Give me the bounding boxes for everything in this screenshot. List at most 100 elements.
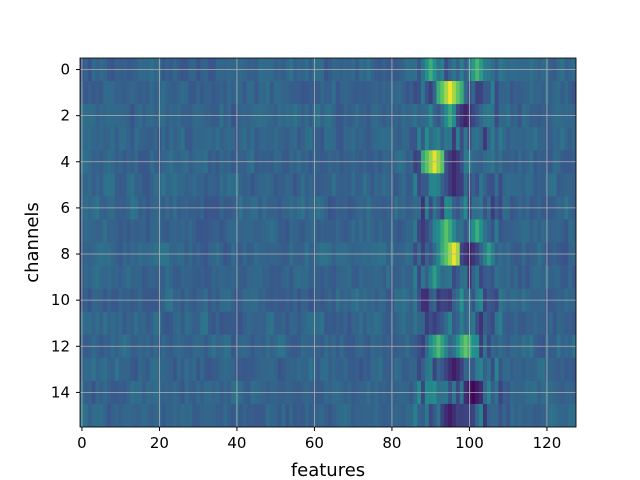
heatmap-cell bbox=[529, 81, 534, 105]
heatmap-cell bbox=[83, 265, 89, 290]
heatmap-cell bbox=[533, 311, 538, 336]
heatmap-cell bbox=[541, 219, 546, 243]
heatmap-cell bbox=[328, 81, 333, 105]
heatmap-cell bbox=[359, 127, 364, 151]
heatmap-cell bbox=[409, 265, 414, 290]
heatmap-cell bbox=[138, 265, 143, 290]
heatmap-cell bbox=[529, 311, 534, 336]
heatmap-cell bbox=[304, 173, 310, 197]
heatmap-cell bbox=[409, 219, 414, 243]
heatmap-cell bbox=[339, 81, 344, 105]
heatmap-cell bbox=[277, 127, 282, 151]
heatmap-cell bbox=[463, 311, 468, 336]
heatmap-cell bbox=[479, 403, 484, 428]
heatmap-cell bbox=[219, 173, 224, 197]
heatmap-cell bbox=[138, 173, 143, 197]
heatmap-cell bbox=[277, 403, 282, 428]
heatmap-cell bbox=[281, 81, 286, 105]
heatmap-cell bbox=[455, 127, 461, 151]
heatmap-cell bbox=[498, 357, 503, 382]
heatmap-cell bbox=[269, 173, 275, 197]
heatmap-cell bbox=[242, 127, 248, 151]
heatmap-cell bbox=[510, 403, 515, 428]
heatmap-cell bbox=[258, 311, 263, 336]
heatmap-cell bbox=[370, 127, 375, 151]
y-tick-label: 6 bbox=[60, 199, 70, 217]
heatmap-cell bbox=[397, 173, 403, 197]
heatmap-cell bbox=[95, 265, 100, 290]
heatmap-cell bbox=[548, 219, 554, 243]
heatmap-cell bbox=[351, 357, 356, 382]
heatmap-cell bbox=[459, 357, 465, 382]
heatmap-cell bbox=[448, 81, 453, 105]
heatmap-cell bbox=[145, 311, 151, 336]
heatmap-cell bbox=[204, 127, 209, 151]
heatmap-cell bbox=[328, 127, 333, 151]
heatmap-cell bbox=[184, 173, 189, 197]
heatmap-cell bbox=[149, 403, 155, 428]
heatmap-cell bbox=[207, 173, 213, 197]
heatmap-cell bbox=[122, 81, 127, 105]
heatmap-cell bbox=[428, 311, 434, 336]
x-axis-label: features bbox=[291, 460, 365, 480]
heatmap-cell bbox=[351, 173, 356, 197]
heatmap-cell bbox=[382, 265, 387, 290]
x-tick-label: 80 bbox=[382, 434, 401, 452]
heatmap-cell bbox=[165, 81, 170, 105]
heatmap-cell bbox=[308, 173, 313, 197]
heatmap-cell bbox=[568, 81, 573, 105]
heatmap-cell bbox=[149, 173, 155, 197]
heatmap-cell bbox=[463, 127, 468, 151]
heatmap-cell bbox=[285, 311, 290, 336]
heatmap-cell bbox=[114, 173, 120, 197]
heatmap-cell bbox=[463, 219, 468, 243]
heatmap-cell bbox=[525, 127, 530, 151]
heatmap-cell bbox=[188, 265, 193, 290]
heatmap-cell bbox=[483, 127, 488, 151]
heatmap-cell bbox=[91, 81, 96, 105]
heatmap-cell bbox=[324, 173, 329, 197]
heatmap-cell bbox=[572, 81, 577, 105]
heatmap-cell bbox=[374, 311, 379, 336]
heatmap-cell bbox=[366, 219, 372, 243]
heatmap-cell bbox=[370, 219, 375, 243]
heatmap-cell bbox=[506, 311, 511, 336]
heatmap-cell bbox=[560, 265, 565, 290]
heatmap-cell bbox=[103, 357, 108, 382]
heatmap-cell bbox=[572, 403, 577, 428]
heatmap-cell bbox=[428, 173, 434, 197]
heatmap-cell bbox=[258, 127, 263, 151]
heatmap-cell bbox=[463, 357, 468, 382]
heatmap-cell bbox=[289, 127, 294, 151]
heatmap-cell bbox=[440, 219, 445, 243]
heatmap-cell bbox=[560, 173, 565, 197]
heatmap-cell bbox=[421, 219, 426, 243]
heatmap-cell bbox=[452, 127, 457, 151]
heatmap-cell bbox=[161, 403, 166, 428]
heatmap-cell bbox=[130, 173, 135, 197]
heatmap-cell bbox=[269, 357, 275, 382]
heatmap-cell bbox=[397, 127, 403, 151]
heatmap-cell bbox=[401, 403, 406, 428]
heatmap-cell bbox=[541, 127, 546, 151]
heatmap-cell bbox=[250, 265, 255, 290]
heatmap-cell bbox=[343, 219, 348, 243]
heatmap-cell bbox=[285, 219, 290, 243]
heatmap-cell bbox=[227, 127, 232, 151]
heatmap-cell bbox=[192, 81, 197, 105]
heatmap-cell bbox=[180, 265, 186, 290]
heatmap-cell bbox=[401, 127, 406, 151]
heatmap-cell bbox=[521, 265, 527, 290]
heatmap-cell bbox=[242, 265, 248, 290]
heatmap-cell bbox=[134, 265, 139, 290]
heatmap-cell bbox=[521, 219, 527, 243]
heatmap-cell bbox=[87, 311, 93, 336]
heatmap-cell bbox=[413, 265, 418, 290]
heatmap-cell bbox=[269, 311, 275, 336]
heatmap-cell bbox=[293, 219, 298, 243]
heatmap-cell bbox=[207, 403, 213, 428]
heatmap-cell bbox=[281, 219, 286, 243]
heatmap-cell bbox=[99, 403, 104, 428]
heatmap-cell bbox=[362, 81, 368, 105]
heatmap-cell bbox=[397, 265, 403, 290]
